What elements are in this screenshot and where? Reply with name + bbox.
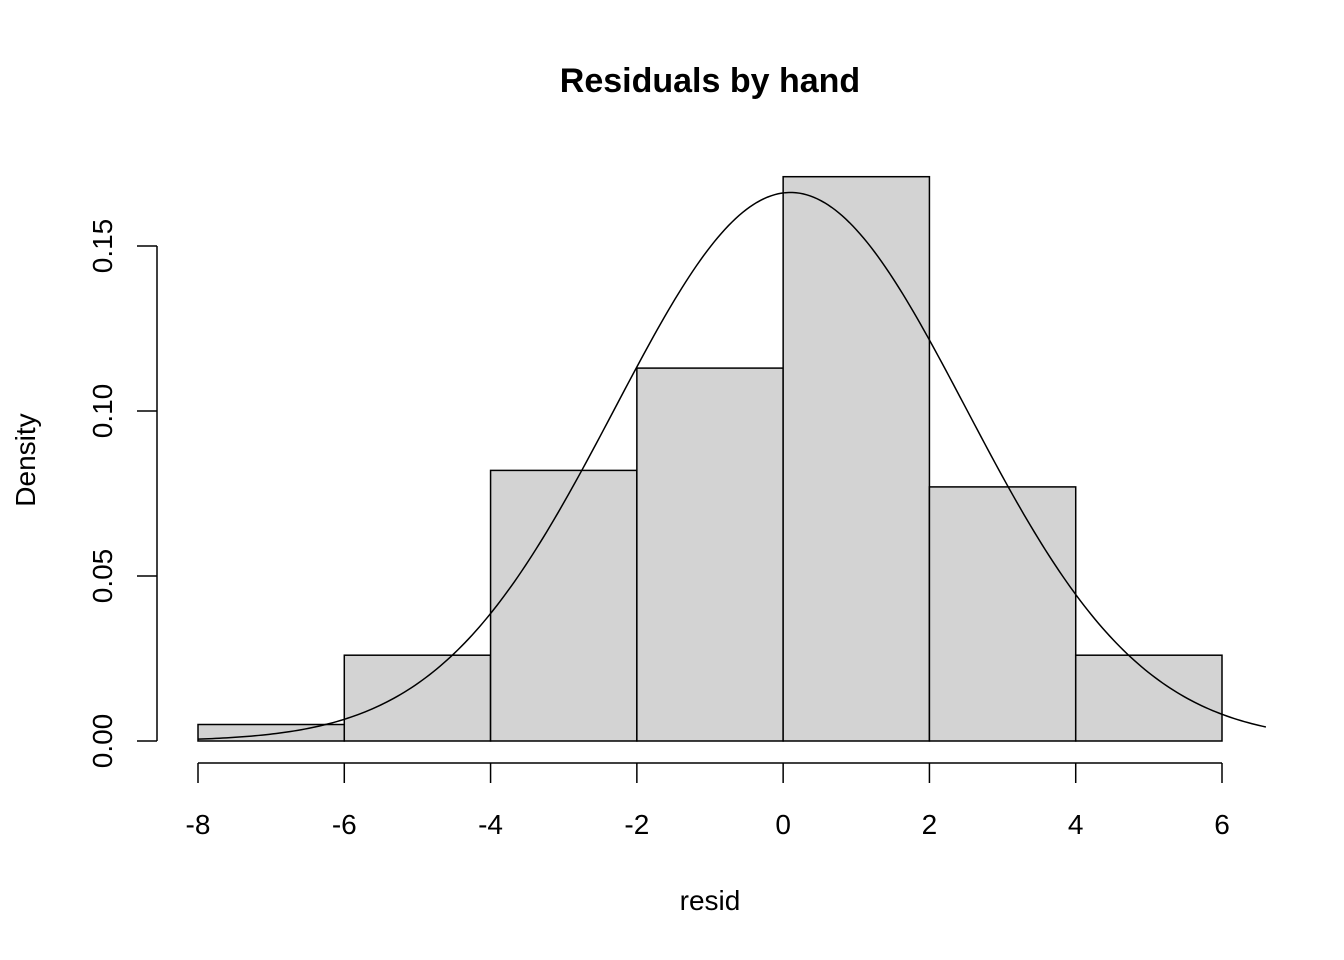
histogram-bar [343, 654, 492, 742]
y-tick-label: 0.15 [87, 219, 118, 274]
y-tick-label: 0.05 [87, 549, 118, 604]
histogram-bar [636, 367, 784, 742]
x-axis: -8 -6 -4 -2 0 2 4 6 [186, 762, 1230, 840]
x-tick-label: 6 [1214, 809, 1230, 840]
x-tick-label: -4 [478, 809, 503, 840]
x-tick-label: -8 [186, 809, 211, 840]
x-tick-label: -6 [332, 809, 357, 840]
histogram-bars [197, 175, 1223, 742]
histogram-bar [1074, 654, 1223, 742]
x-tick-label: 4 [1068, 809, 1084, 840]
histogram-bar [489, 469, 638, 742]
y-axis-label: Density [10, 413, 41, 506]
x-tick-label: 2 [922, 809, 938, 840]
density-curve [197, 191, 1267, 740]
x-tick-label: -2 [624, 809, 649, 840]
x-tick-label: 0 [775, 809, 791, 840]
histogram-bar [782, 175, 931, 742]
x-axis-label: resid [680, 885, 741, 916]
chart-title: Residuals by hand [560, 62, 860, 100]
y-tick-label: 0.00 [87, 714, 118, 769]
y-axis: 0.00 0.05 0.10 0.15 [87, 219, 158, 769]
histogram-bar [928, 486, 1077, 742]
y-tick-label: 0.10 [87, 384, 118, 439]
